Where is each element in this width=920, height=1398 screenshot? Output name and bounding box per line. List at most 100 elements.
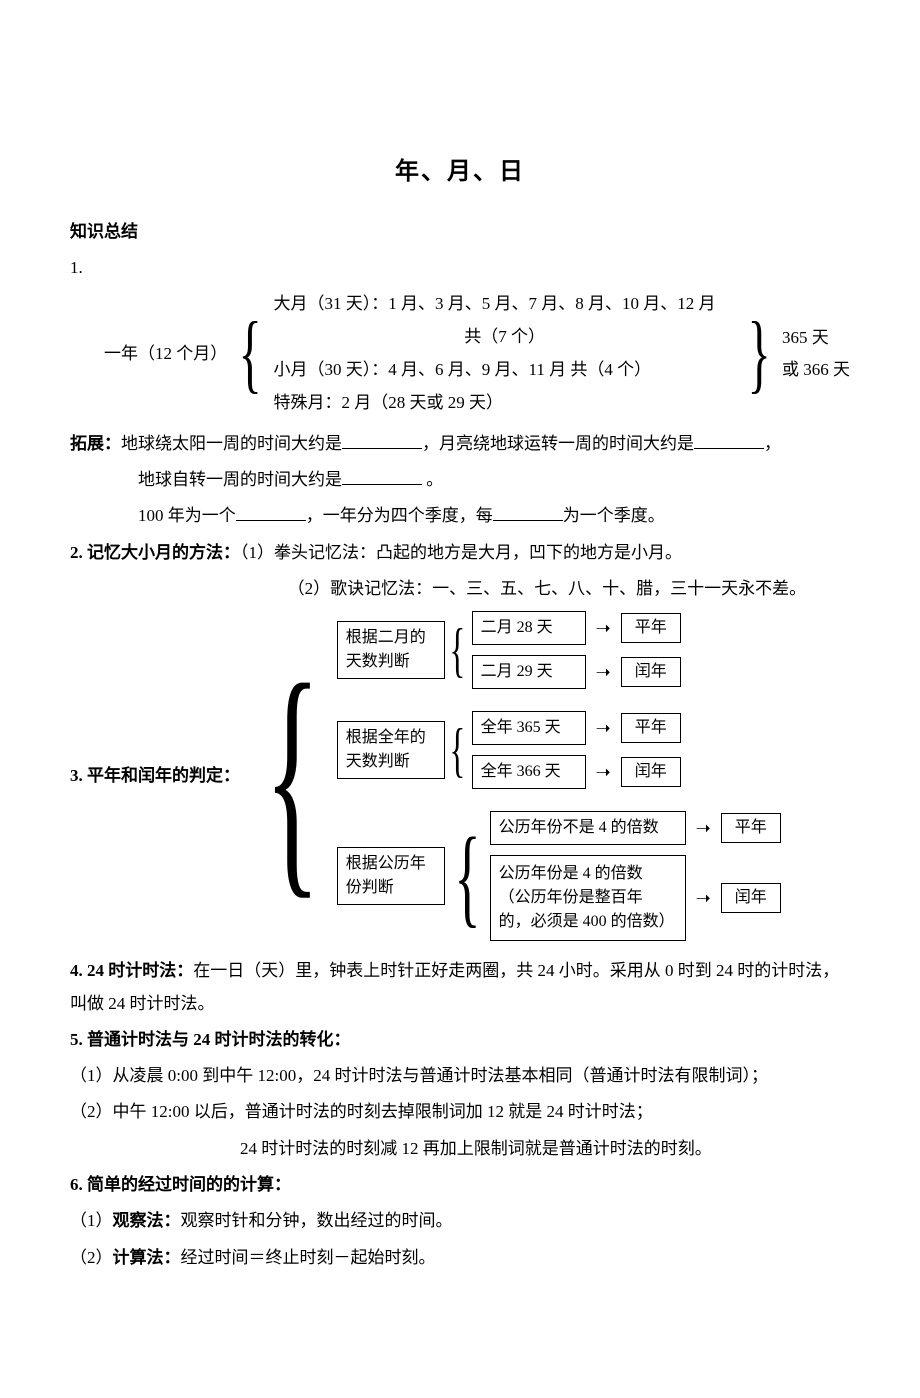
item1-366: 或 366 天 (782, 354, 850, 386)
blank-5[interactable] (493, 503, 563, 521)
expand-t1a: 地球绕太阳一周的时间大约是 (121, 434, 342, 453)
expand-line3: 100 年为一个，一年分为四个季度，每为一个季度。 (70, 500, 850, 532)
expand-t1c: ， (764, 434, 781, 453)
item3-g3-b2: （公历年份是整百年 (499, 889, 643, 906)
brace-sm-1: { (449, 620, 465, 680)
item3-g1-aout: 平年 (621, 613, 681, 643)
brace-md-3: { (454, 821, 480, 931)
item3-g3-b: 公历年份是 4 的倍数 （公历年份是整百年 的，必须是 400 的倍数） (490, 855, 686, 941)
page-title: 年、月、日 (70, 150, 850, 196)
section-heading: 知识总结 (70, 216, 850, 248)
item2-m2label: （2）歌诀记忆法： (288, 579, 433, 598)
expand-line1: 拓展：地球绕太阳一周的时间大约是 ，月亮绕地球运转一周的时间大约是 ， (70, 428, 850, 460)
item3-g3-h1: 根据公历年 (346, 855, 426, 872)
item4-label: 4. 24 时计时法： (70, 961, 193, 980)
item3-g2-head: 根据全年的 天数判断 (337, 721, 445, 779)
item3-g3-pairs: 公历年份不是 4 的倍数 ➝ 平年 公历年份是 4 的倍数 （公历年份是整百年 … (490, 811, 781, 941)
item3-g1-head: 根据二月的 天数判断 (337, 621, 445, 679)
item3-g3-bout: 闰年 (721, 883, 781, 913)
item3-g2-b: 全年 366 天 (472, 755, 586, 789)
item1-right-days: 365 天 或 366 天 (782, 322, 850, 387)
item3-big-brace: { (264, 646, 320, 906)
item3-g1-bout: 闰年 (621, 657, 681, 687)
item6-label: 6. 简单的经过时间的的计算： (70, 1169, 850, 1201)
brace-right: } (746, 310, 771, 398)
item2-line2: （2）歌诀记忆法：一、三、五、七、八、十、腊，三十一天永不差。 (70, 573, 850, 605)
item2-m1label: （1）拳头记忆法： (240, 543, 376, 562)
item3-diagram: 3. 平年和闰年的判定： { 根据二月的 天数判断 { 二月 28 天 ➝ 平年… (70, 611, 850, 941)
item6-l2c: 经过时间＝终止时刻－起始时刻。 (181, 1248, 436, 1267)
item4: 4. 24 时计时法：在一日（天）里，钟表上时针正好走两圈，共 24 小时。采用… (70, 955, 850, 1020)
item5-label: 5. 普通计时法与 24 时计时法的转化： (70, 1024, 850, 1056)
item3-g1-rowb: 二月 29 天 ➝ 闰年 (472, 655, 681, 689)
item3-g2-a: 全年 365 天 (472, 711, 586, 745)
item3-groups: 根据二月的 天数判断 { 二月 28 天 ➝ 平年 二月 29 天 ➝ 闰年 (337, 611, 781, 941)
item1-brace-layout: 一年（12 个月） { 大月（31 天）：1 月、3 月、5 月、7 月、8 月… (70, 290, 850, 418)
item3-g3-h2: 份判断 (346, 879, 394, 896)
brace-sm-2: { (449, 720, 465, 780)
brace-left: { (238, 310, 263, 398)
item3-g2-bout: 闰年 (621, 757, 681, 787)
arrow-icon: ➝ (596, 719, 611, 737)
item1-row-big: 大月（31 天）：1 月、3 月、5 月、7 月、8 月、10 月、12 月 (274, 290, 736, 319)
item6-l2a: （2） (70, 1248, 113, 1267)
item3-g3-head: 根据公历年 份判断 (337, 847, 445, 905)
item3-g2-h2: 天数判断 (346, 753, 410, 770)
item6-l2: （2）计算法：经过时间＝终止时刻－起始时刻。 (70, 1242, 850, 1274)
blank-2[interactable] (694, 431, 764, 449)
item3-g2-h1: 根据全年的 (346, 729, 426, 746)
item3-g1-b: 二月 29 天 (472, 655, 586, 689)
item6-l1a: （1） (70, 1211, 113, 1230)
item3-g1-pairs: 二月 28 天 ➝ 平年 二月 29 天 ➝ 闰年 (472, 611, 681, 689)
item3-label: 3. 平年和闰年的判定： (70, 760, 240, 792)
item6-l1c: 观察时针和分钟，数出经过的时间。 (181, 1211, 453, 1230)
item1-number: 1. (70, 252, 850, 284)
blank-3[interactable] (342, 467, 422, 485)
item3-g3-aout: 平年 (721, 813, 781, 843)
item3-g1-a: 二月 28 天 (472, 611, 586, 645)
arrow-icon: ➝ (596, 663, 611, 681)
item6-l1: （1）观察法：观察时针和分钟，数出经过的时间。 (70, 1205, 850, 1237)
item6-l1b: 观察法： (113, 1211, 181, 1230)
item1-row-small: 小月（30 天）：4 月、6 月、9 月、11 月 共（4 个） (274, 356, 736, 385)
item1-365: 365 天 (782, 322, 850, 354)
item1-left-label: 一年（12 个月） (70, 338, 227, 370)
item3-g2-pairs: 全年 365 天 ➝ 平年 全年 366 天 ➝ 闰年 (472, 711, 681, 789)
item3-g3-b1: 公历年份是 4 的倍数 (499, 865, 643, 882)
item5-l1: （1）从凌晨 0:00 到中午 12:00，24 时计时法与普通计时法基本相同（… (70, 1060, 850, 1092)
expand-t3b: ，一年分为四个季度，每 (306, 506, 493, 525)
expand-t2b: 。 (422, 470, 443, 489)
blank-1[interactable] (342, 431, 422, 449)
blank-4[interactable] (236, 503, 306, 521)
item6-l2b: 计算法： (113, 1248, 181, 1267)
item3-g2-rowb: 全年 366 天 ➝ 闰年 (472, 755, 681, 789)
item1-middle-rows: 大月（31 天）：1 月、3 月、5 月、7 月、8 月、10 月、12 月 共… (274, 290, 736, 418)
arrow-icon: ➝ (596, 619, 611, 637)
item5-l3: 24 时计时法的时刻减 12 再加上限制词就是普通计时法的时刻。 (70, 1133, 850, 1165)
item3-g2-rowa: 全年 365 天 ➝ 平年 (472, 711, 681, 745)
item3-g3-rowb: 公历年份是 4 的倍数 （公历年份是整百年 的，必须是 400 的倍数） ➝ 闰… (490, 855, 781, 941)
expand-t1b: ，月亮绕地球运转一周的时间大约是 (422, 434, 694, 453)
item3-group-cal: 根据公历年 份判断 { 公历年份不是 4 的倍数 ➝ 平年 公历年份是 4 的倍… (337, 811, 781, 941)
item3-g3-rowa: 公历年份不是 4 的倍数 ➝ 平年 (490, 811, 781, 845)
item3-g3-b3: 的，必须是 400 的倍数） (499, 913, 675, 930)
item1-row-big2: 共（7 个） (274, 323, 736, 352)
expand-label: 拓展： (70, 434, 121, 453)
expand-t3a: 100 年为一个 (138, 506, 236, 525)
item3-group-year: 根据全年的 天数判断 { 全年 365 天 ➝ 平年 全年 366 天 ➝ 闰年 (337, 711, 781, 789)
item3-g2-aout: 平年 (621, 713, 681, 743)
arrow-icon: ➝ (696, 819, 711, 837)
arrow-icon: ➝ (696, 889, 711, 907)
item5-l2: （2）中午 12:00 以后，普通计时法的时刻去掉限制词加 12 就是 24 时… (70, 1096, 850, 1128)
item3-group-feb: 根据二月的 天数判断 { 二月 28 天 ➝ 平年 二月 29 天 ➝ 闰年 (337, 611, 781, 689)
item1-row-special: 特殊月：2 月（28 天或 29 天） (274, 389, 736, 418)
arrow-icon: ➝ (596, 763, 611, 781)
item3-g1-h2: 天数判断 (346, 653, 410, 670)
item2-line1: 2. 记忆大小月的方法：（1）拳头记忆法：凸起的地方是大月，凹下的地方是小月。 (70, 537, 850, 569)
item3-g1-rowa: 二月 28 天 ➝ 平年 (472, 611, 681, 645)
expand-line2: 地球自转一周的时间大约是 。 (70, 464, 850, 496)
expand-t2a: 地球自转一周的时间大约是 (138, 470, 342, 489)
item2-m1text: 凸起的地方是大月，凹下的地方是小月。 (376, 543, 682, 562)
item2-label: 2. 记忆大小月的方法： (70, 543, 240, 562)
item3-g1-h1: 根据二月的 (346, 629, 426, 646)
